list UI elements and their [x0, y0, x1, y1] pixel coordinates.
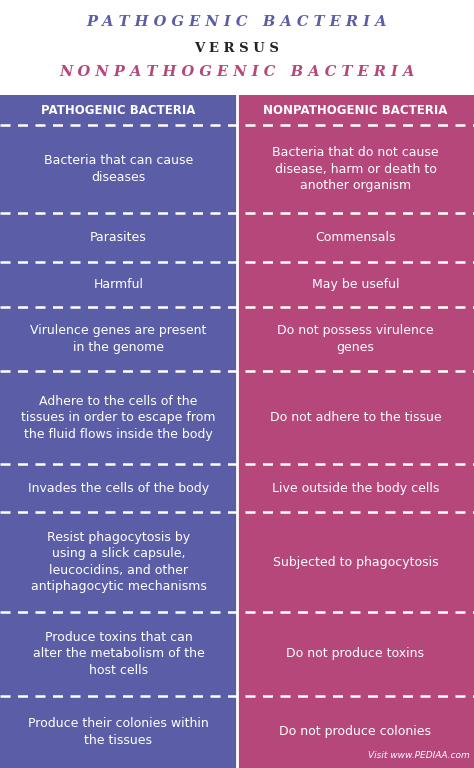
Text: Harmful: Harmful: [93, 278, 144, 290]
Text: Invades the cells of the body: Invades the cells of the body: [28, 482, 209, 495]
Text: Visit www.PEDIAA.com: Visit www.PEDIAA.com: [368, 751, 470, 760]
Text: Produce toxins that can
alter the metabolism of the
host cells: Produce toxins that can alter the metabo…: [33, 631, 204, 677]
Text: Bacteria that do not cause
disease, harm or death to
another organism: Bacteria that do not cause disease, harm…: [272, 146, 439, 192]
Text: Resist phagocytosis by
using a slick capsule,
leucocidins, and other
antiphagocy: Resist phagocytosis by using a slick cap…: [30, 531, 207, 594]
Text: May be useful: May be useful: [312, 278, 399, 290]
Text: Subjected to phagocytosis: Subjected to phagocytosis: [273, 556, 438, 569]
Text: P A T H O G E N I C   B A C T E R I A: P A T H O G E N I C B A C T E R I A: [87, 15, 387, 29]
Text: Virulence genes are present
in the genome: Virulence genes are present in the genom…: [30, 324, 207, 353]
Text: Parasites: Parasites: [90, 231, 147, 244]
Text: Do not possess virulence
genes: Do not possess virulence genes: [277, 324, 434, 353]
Text: Do not produce toxins: Do not produce toxins: [286, 647, 425, 660]
Text: Commensals: Commensals: [315, 231, 396, 244]
Text: Produce their colonies within
the tissues: Produce their colonies within the tissue…: [28, 717, 209, 746]
Text: PATHOGENIC BACTERIA: PATHOGENIC BACTERIA: [41, 104, 196, 117]
Text: Do not produce colonies: Do not produce colonies: [280, 725, 431, 738]
Text: Adhere to the cells of the
tissues in order to escape from
the fluid flows insid: Adhere to the cells of the tissues in or…: [21, 395, 216, 441]
Text: Bacteria that can cause
diseases: Bacteria that can cause diseases: [44, 154, 193, 184]
Text: Do not adhere to the tissue: Do not adhere to the tissue: [270, 411, 441, 424]
Text: N O N P A T H O G E N I C   B A C T E R I A: N O N P A T H O G E N I C B A C T E R I …: [59, 65, 415, 79]
Text: Live outside the body cells: Live outside the body cells: [272, 482, 439, 495]
FancyBboxPatch shape: [237, 95, 474, 768]
FancyBboxPatch shape: [0, 95, 237, 768]
Text: V E R S U S: V E R S U S: [194, 41, 280, 55]
Text: NONPATHOGENIC BACTERIA: NONPATHOGENIC BACTERIA: [264, 104, 447, 117]
